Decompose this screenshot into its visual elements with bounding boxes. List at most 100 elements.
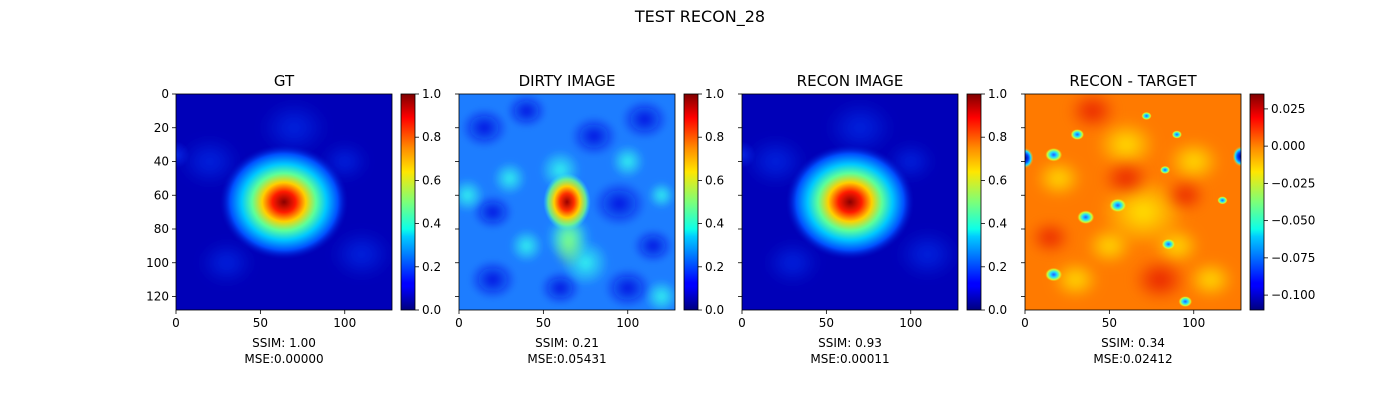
heatmap-low-blob — [506, 94, 547, 129]
mse-label: MSE:0.05431 — [527, 352, 606, 366]
colorbar-tick-label: 0.2 — [705, 260, 724, 274]
colorbar-tick-label: 1.0 — [705, 87, 724, 101]
x-tick-label: 0 — [455, 316, 463, 330]
figure-suptitle: TEST RECON_28 — [634, 7, 765, 27]
subplot-title: GT — [274, 72, 295, 90]
y-tick-label: 120 — [146, 290, 169, 304]
ssim-label: SSIM: 0.93 — [818, 336, 882, 350]
subplot-1: GT 0 50 100 0 20 40 60 80 100 120 SSIM: 1.00 MSE:0.0… — [146, 72, 441, 366]
colorbar-tick-label: 0.8 — [422, 130, 441, 144]
heatmap-edge-spot — [1025, 148, 1034, 169]
heatmap-red-region — [1165, 179, 1206, 212]
colorbar-gradient — [400, 93, 416, 311]
plot-frame — [458, 93, 676, 311]
x-tick-label: 100 — [616, 316, 639, 330]
heatmap-image — [1025, 94, 1241, 310]
x-tick-label: 50 — [819, 316, 834, 330]
colorbar-gradient — [966, 93, 982, 311]
heatmap-high-blob — [459, 178, 485, 213]
heatmap-source-blob — [543, 173, 591, 231]
heatmap-high-blob — [509, 229, 544, 263]
y-tick-label: 60 — [154, 188, 169, 202]
subplot-title: DIRTY IMAGE — [519, 72, 616, 90]
colorbar: 0.0 0.2 0.4 0.6 0.8 1.0 — [966, 87, 1007, 317]
y-tick-label: 40 — [154, 155, 169, 169]
heatmap-low-blob — [592, 180, 647, 227]
heatmap-high-blob — [644, 279, 675, 310]
colorbar-tick-label: 1.0 — [988, 87, 1007, 101]
colorbar-tick-label: 0.8 — [988, 130, 1007, 144]
subplot-2: DIRTY IMAGE 0 50 100 SSIM: 0.21 MSE:0.05431 0.… — [455, 72, 724, 366]
colorbar: 0.0 0.2 0.4 0.6 0.8 1.0 — [683, 87, 724, 317]
heatmap-cyan-spot — [1045, 148, 1063, 162]
heatmap-image — [176, 94, 392, 310]
heatmap-yellow-region — [1187, 260, 1235, 299]
colorbar-tick-label: 0.8 — [705, 130, 724, 144]
mse-label: MSE:0.02412 — [1093, 352, 1172, 366]
heatmap-yellow-region — [1095, 120, 1157, 169]
heatmap-cyan-spot — [1077, 210, 1095, 224]
colorbar-tick-label: 0.4 — [705, 217, 724, 231]
heatmap-red-region — [1068, 94, 1117, 130]
heatmap-high-blob — [492, 161, 527, 196]
heatmap-source-blob — [785, 144, 915, 260]
heatmap-yellow-region — [1035, 159, 1083, 198]
heatmap-low-blob — [469, 259, 517, 300]
heatmap-noise-blob — [331, 230, 392, 279]
mse-label: MSE:0.00011 — [810, 352, 889, 366]
heatmap-low-blob — [604, 267, 652, 309]
colorbar-tick-label: 0.4 — [988, 217, 1007, 231]
heatmap-cyan-spot — [1217, 196, 1228, 205]
heatmap-image — [459, 94, 675, 310]
plot-frame — [175, 93, 393, 311]
x-tick-label: 50 — [1102, 316, 1117, 330]
heatmap-high-blob — [648, 181, 675, 209]
heatmap-red-region — [1030, 221, 1071, 254]
heatmap-yellow-region — [1085, 226, 1133, 265]
heatmap-low-blob — [570, 116, 618, 157]
colorbar-tick-label: −0.050 — [1271, 214, 1315, 228]
heatmap-edge-blob — [742, 141, 756, 169]
colorbar-tick-label: 0.0 — [422, 303, 441, 317]
y-tick-label: 20 — [154, 121, 169, 135]
heatmap-red-region — [1102, 159, 1150, 198]
colorbar-tick-label: 0.025 — [1271, 102, 1305, 116]
x-tick-label: 50 — [536, 316, 551, 330]
colorbar-tick-label: 0.000 — [1271, 139, 1305, 153]
heatmap-yellow-region — [1052, 260, 1100, 299]
colorbar-tick-label: 0.2 — [988, 260, 1007, 274]
subplot-title: RECON IMAGE — [797, 72, 904, 90]
y-tick-label: 0 — [161, 87, 169, 101]
heatmap-noise-blob — [745, 137, 807, 186]
heatmap-noise-blob — [199, 241, 254, 285]
colorbar-gradient — [683, 93, 699, 311]
heatmap-low-blob — [632, 228, 674, 264]
heatmap-low-blob — [472, 194, 513, 230]
colorbar-tick-label: 1.0 — [422, 87, 441, 101]
x-tick-label: 100 — [1182, 316, 1205, 330]
colorbar-tick-label: 0.0 — [705, 303, 724, 317]
y-tick-label: 80 — [154, 222, 169, 236]
y-tick-label: 100 — [146, 256, 169, 270]
heatmap-image — [742, 94, 958, 310]
x-tick-label: 100 — [333, 316, 356, 330]
panels: GT 0 50 100 0 20 40 60 80 100 120 SSIM: 1.00 MSE:0.0… — [146, 72, 1315, 366]
subplot-title: RECON - TARGET — [1069, 72, 1197, 90]
heatmap-cyan-spot — [1070, 129, 1085, 140]
colorbar-tick-label: 0.0 — [988, 303, 1007, 317]
colorbar: 0.0 0.2 0.4 0.6 0.8 1.0 — [400, 87, 441, 317]
heatmap-edge-blob — [176, 141, 190, 169]
colorbar-tick-label: 0.2 — [422, 260, 441, 274]
heatmap-red-region — [1133, 258, 1187, 302]
heatmap-cyan-spot — [1178, 296, 1193, 307]
colorbar: 0.025 0.000 −0.025 −0.050 −0.075 −0.100 — [1249, 93, 1315, 311]
colorbar-tick-label: −0.025 — [1271, 176, 1315, 190]
subplot-4: RECON - TARGET 0 50 100 SSIM: 0.34 MSE:0.0241… — [1021, 72, 1315, 366]
colorbar-tick-label: −0.075 — [1271, 251, 1315, 265]
heatmap-edge-spot — [1232, 146, 1241, 167]
colorbar-gradient — [1249, 93, 1265, 311]
colorbar-tick-label: 0.6 — [705, 173, 724, 187]
subplot-3: RECON IMAGE 0 50 100 SSIM: 0.93 MSE:0.00011 0.… — [738, 72, 1007, 366]
x-tick-label: 0 — [1021, 316, 1029, 330]
heatmap-low-blob — [621, 99, 669, 140]
